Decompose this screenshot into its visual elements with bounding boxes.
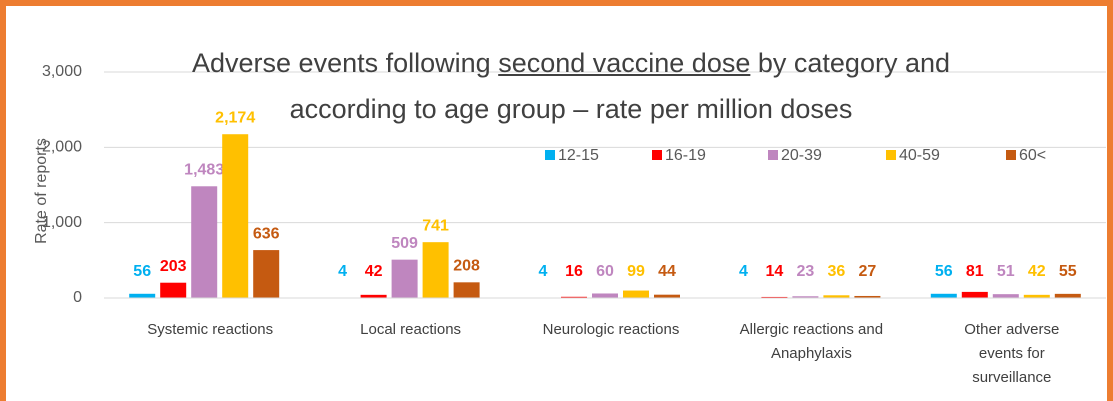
bar [930,293,957,298]
legend-swatch [1006,150,1016,160]
legend-label: 40-59 [899,147,940,164]
bar [992,294,1019,298]
legend-label: 12-15 [558,147,599,164]
x-tick-label: Other adverse events for surveillance [964,321,1060,386]
legend-label: 16-19 [665,147,706,164]
y-tick-label: 2,000 [42,139,82,156]
x-tick-label: Neurologic reactions [542,321,680,338]
y-tick-label: 3,000 [42,63,82,80]
data-label: 56 [935,263,953,280]
legend-swatch [886,150,896,160]
bar [253,250,280,298]
data-label: 42 [365,263,383,280]
bar [761,296,788,298]
title-part: second vaccine dose [498,48,751,78]
data-label: 14 [766,263,784,280]
data-label: 51 [997,263,1015,280]
legend-swatch [768,150,778,160]
data-label: 27 [859,263,877,280]
data-label: 4 [739,263,748,280]
bar [360,294,387,298]
legend-label: 60< [1019,147,1046,164]
bar [1023,294,1050,298]
data-label: 81 [966,263,984,280]
bar [1054,293,1081,298]
y-tick-label: 1,000 [42,214,82,231]
bar [453,282,480,298]
legend-label: 20-39 [781,147,822,164]
data-label: 36 [828,263,846,280]
bar [823,295,850,298]
y-axis-label: Rate of reports [33,138,50,244]
bar [191,186,218,298]
data-label: 60 [596,263,614,280]
data-label: 55 [1059,263,1077,280]
legend-swatch [652,150,662,160]
data-label: 23 [797,263,815,280]
data-label: 208 [453,258,480,275]
bar [961,291,988,298]
legend-swatch [545,150,555,160]
data-label: 509 [391,235,418,252]
data-label: 636 [253,225,280,242]
chart: Rate of reports 0 1,000 2,000 3,000 56 203 1,4… [33,63,1106,306]
data-label: 56 [133,263,151,280]
bar [623,290,649,298]
data-label: 99 [627,263,645,280]
chart-title: Adverse events following second vaccine … [146,40,996,132]
bar [222,134,249,298]
data-label: 741 [422,217,449,234]
bar [592,293,618,298]
bar [854,295,881,298]
data-label: 16 [565,263,583,280]
data-label: 42 [1028,263,1046,280]
bar [391,259,418,298]
bar [561,296,587,298]
data-label: 4 [338,263,347,280]
title-part: by category and according to age group –… [289,48,950,124]
x-tick-label: Systemic reactions [147,321,274,338]
data-label: 2,174 [215,109,255,126]
y-tick-label: 0 [73,289,82,306]
bar [792,296,819,298]
bar [654,294,680,298]
x-tick-label: Allergic reactions and Anaphylaxis [739,321,884,362]
data-label: 203 [160,258,187,275]
x-tick-label: Local reactions [360,321,462,338]
bar [422,242,449,298]
data-label: 44 [658,263,676,280]
data-label: 4 [539,263,548,280]
bar [129,293,156,298]
data-label: 1,483 [184,161,224,178]
bar [160,282,187,298]
title-part: Adverse events following [192,48,491,78]
